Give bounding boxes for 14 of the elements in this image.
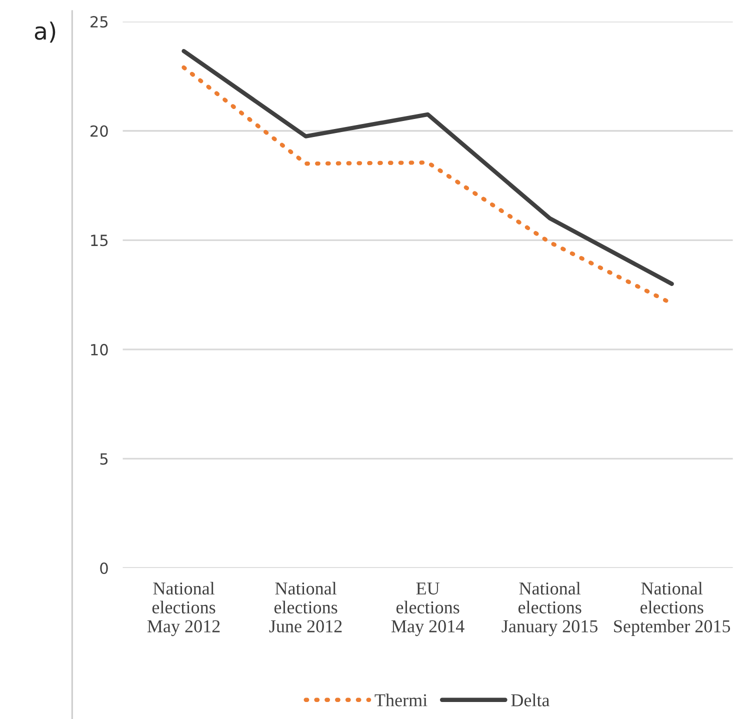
y-tick-label: 25 [90,16,108,28]
x-tick-label: EU elections May 2014 [391,582,464,636]
y-tick-label: 20 [90,125,108,137]
y-tick-label: 10 [91,344,108,356]
legend-label: Delta [511,694,550,706]
x-tick-label: National elections May 2012 [147,582,220,636]
y-tick-label: 0 [100,562,108,574]
x-tick-label: National elections January 2015 [502,582,598,636]
x-tick-label: National elections September 2015 [614,582,730,636]
y-tick-label: 15 [91,234,108,246]
y-tick-label: 5 [100,453,108,465]
text: a) [34,22,56,43]
x-tick-label: National elections June 2012 [269,582,342,632]
legend-label: Thermi [374,694,428,706]
